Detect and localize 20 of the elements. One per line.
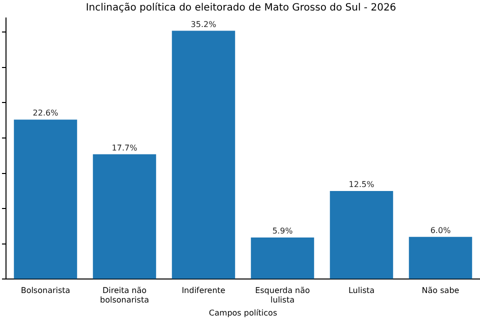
data-label: 35.2% [190,20,217,29]
bar [250,238,314,279]
x-tick-label: Esquerda não lulista [255,286,310,305]
bar [14,120,78,279]
bar [172,30,236,279]
data-label: 17.7% [112,143,138,152]
x-tick-label: Indiferente [182,286,226,296]
x-tick-label: Direita não bolsonarista [100,286,150,305]
x-tick-label: Não sabe [422,286,460,296]
data-label: 12.5% [348,180,375,190]
data-label: 6.0% [430,226,452,235]
x-axis-title: Campos políticos [208,308,278,318]
bar [330,190,394,279]
bar [92,154,156,279]
data-label: 22.6% [32,108,59,118]
x-tick-label: Bolsonarista [20,286,70,296]
data-label: 5.9% [272,226,294,236]
x-tick-label: Lulista [348,286,375,296]
bar [408,236,472,279]
chart-title: Inclinação política do eleitorado de Mato Grosso do Sul - 2026 [86,2,396,14]
